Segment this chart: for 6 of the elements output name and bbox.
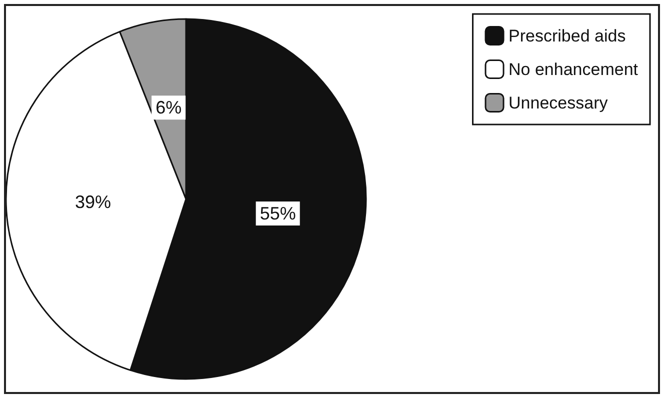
legend-label: Unnecessary bbox=[508, 93, 608, 112]
legend-label: Prescribed aids bbox=[508, 26, 626, 46]
legend-label: No enhancement bbox=[508, 60, 638, 79]
data-label: 55% bbox=[260, 204, 296, 224]
data-label: 39% bbox=[75, 192, 112, 212]
data-label: 6% bbox=[156, 98, 182, 118]
